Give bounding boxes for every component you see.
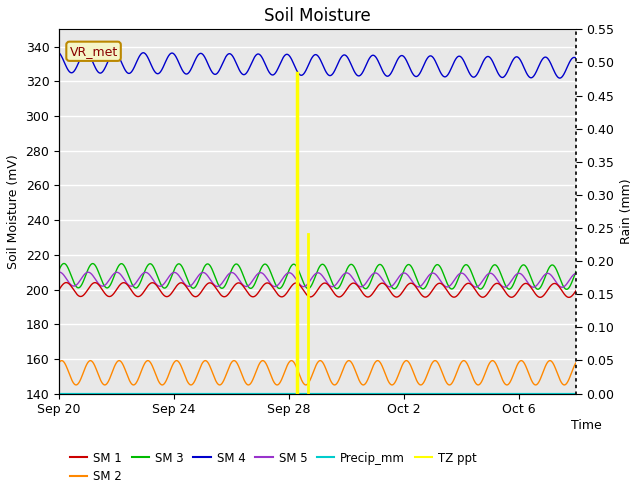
Legend: SM 1, SM 2, SM 3, SM 4, SM 5, Precip_mm, TZ ppt: SM 1, SM 2, SM 3, SM 4, SM 5, Precip_mm,… [65,447,482,480]
X-axis label: Time: Time [571,419,602,432]
Text: VR_met: VR_met [69,45,118,58]
Title: Soil Moisture: Soil Moisture [264,7,371,25]
Y-axis label: Soil Moisture (mV): Soil Moisture (mV) [7,154,20,269]
Y-axis label: Rain (mm): Rain (mm) [620,179,633,244]
